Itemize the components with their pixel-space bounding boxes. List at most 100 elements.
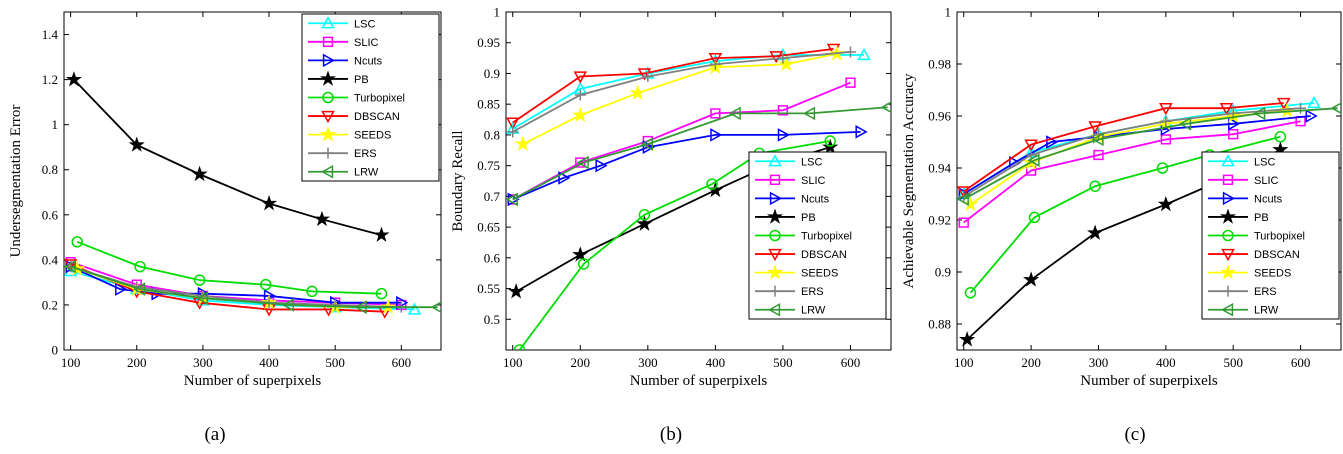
series-line-lsc [512, 54, 864, 130]
y-tick-label: 0.65 [477, 220, 500, 235]
series-dbscan [506, 43, 841, 130]
data-point-pb [191, 165, 208, 182]
data-point-ers [709, 58, 721, 70]
data-point-lrw [576, 155, 589, 170]
legend-label-seeds: SEEDS [801, 268, 838, 280]
data-point-lrw [281, 298, 295, 312]
legend-marker-turbopixel [1222, 229, 1234, 242]
x-tick-label: 100 [954, 355, 974, 370]
y-tick-label: 0.88 [928, 317, 951, 332]
legend-marker-seeds [319, 126, 337, 142]
series-ers [507, 46, 856, 138]
legend-marker-ncuts [322, 53, 336, 68]
legend-marker-turbopixel [322, 91, 334, 104]
data-point-lrw [354, 300, 367, 314]
data-point-ncuts [1305, 109, 1318, 123]
x-tick-label: 400 [259, 355, 279, 370]
x-axis-label: Number of superpixels [630, 373, 768, 389]
x-tick-label: 300 [1089, 355, 1109, 370]
legend-label-ncuts: Ncuts [1254, 193, 1283, 205]
legend-label-pb: PB [801, 212, 816, 224]
legend-marker-pb [1219, 208, 1237, 224]
y-tick-label: 0.9 [484, 66, 500, 81]
data-point-dbscan [708, 52, 723, 66]
data-point-turbopixel [1028, 211, 1041, 224]
series-lrw [64, 259, 441, 314]
legend-marker-seeds [1219, 264, 1237, 280]
data-point-seeds [629, 84, 646, 100]
legend-marker-slic [769, 174, 781, 185]
data-point-lrw [802, 106, 816, 121]
legend-label-turbopixel: Turbopixel [1254, 231, 1305, 243]
legend-label-turbopixel: Turbopixel [801, 231, 852, 243]
data-point-turbopixel [259, 278, 272, 291]
y-tick-label: 1.2 [42, 72, 58, 87]
x-tick-label: 300 [638, 355, 658, 370]
data-point-lsc [1307, 95, 1321, 109]
x-tick-label: 500 [773, 355, 793, 370]
data-point-seeds [962, 195, 979, 212]
data-point-pb [128, 136, 145, 152]
legend-label-lrw: LRW [1254, 305, 1279, 317]
y-tick-label: 0.85 [477, 97, 500, 112]
series-lrw [957, 102, 1341, 206]
legend-marker-dbscan [768, 248, 782, 262]
data-point-ers [574, 89, 586, 101]
data-point-pb [572, 246, 589, 262]
x-tick-label: 200 [1021, 355, 1041, 370]
chart-panel-2: 100 200 300 400 500 600 0.5 0.55 0.6 0.65 0.7 0.75 0… [450, 5, 892, 445]
data-point-ers [844, 46, 856, 58]
legend-label-pb: PB [1254, 212, 1269, 224]
data-series-group [64, 71, 441, 319]
data-point-turbopixel [577, 258, 590, 270]
series-line-turbopixel [76, 241, 382, 295]
data-point-pb [373, 226, 390, 242]
series-line-ers [963, 107, 1301, 198]
series-dbscan [957, 97, 1291, 199]
series-line-lrw [963, 107, 1338, 200]
data-point-seeds [572, 106, 589, 123]
data-point-pb [959, 331, 976, 347]
legend-marker-pb [319, 70, 337, 86]
data-point-pb [1087, 224, 1104, 240]
y-tick-label: 0.96 [928, 109, 951, 124]
data-point-lrw [640, 137, 653, 151]
legend-marker-dbscan [321, 110, 335, 124]
y-tick-label: 0.98 [928, 57, 951, 72]
x-tick-label: 600 [841, 355, 861, 370]
data-point-slic [1160, 134, 1171, 145]
y-tick-label: 0.8 [42, 162, 58, 177]
legend-marker-seeds [766, 264, 784, 280]
data-point-lrw [1091, 132, 1104, 147]
data-point-ncuts [777, 128, 790, 142]
data-point-slic [710, 108, 721, 119]
data-point-dbscan [573, 71, 588, 84]
legend-label-lsc: LSC [354, 18, 375, 30]
y-tick-label: 1 [52, 117, 59, 132]
y-axis-label: Boundary Recall [450, 130, 466, 231]
data-point-lrw [133, 282, 146, 296]
series-pb [65, 71, 390, 242]
legend-label-seeds: SEEDS [1254, 268, 1291, 280]
legend-marker-lsc [321, 16, 335, 29]
data-point-dbscan [1159, 103, 1173, 116]
series-line-seeds [522, 52, 838, 145]
data-point-ncuts [595, 158, 608, 173]
data-point-turbopixel [1156, 162, 1169, 174]
x-tick-label: 400 [706, 355, 726, 370]
legend-label-ncuts: Ncuts [354, 55, 383, 67]
y-tick-label: 0.2 [42, 297, 58, 312]
data-point-turbopixel [706, 178, 718, 190]
x-tick-label: 100 [61, 355, 81, 370]
y-tick-label: 1 [494, 5, 501, 20]
legend-marker-ncuts [1222, 191, 1236, 206]
series-line-pb [73, 78, 382, 236]
data-point-lrw [1179, 117, 1192, 131]
data-point-turbopixel [1089, 180, 1101, 192]
data-point-slic [1093, 149, 1104, 161]
legend: LSC SLIC Ncuts PB Turbopixel DBSCAN SEEDS ERS LR… [301, 13, 440, 182]
data-point-lrw [195, 291, 209, 305]
legend-marker-lsc [768, 154, 782, 167]
series-line-ers [70, 265, 402, 309]
